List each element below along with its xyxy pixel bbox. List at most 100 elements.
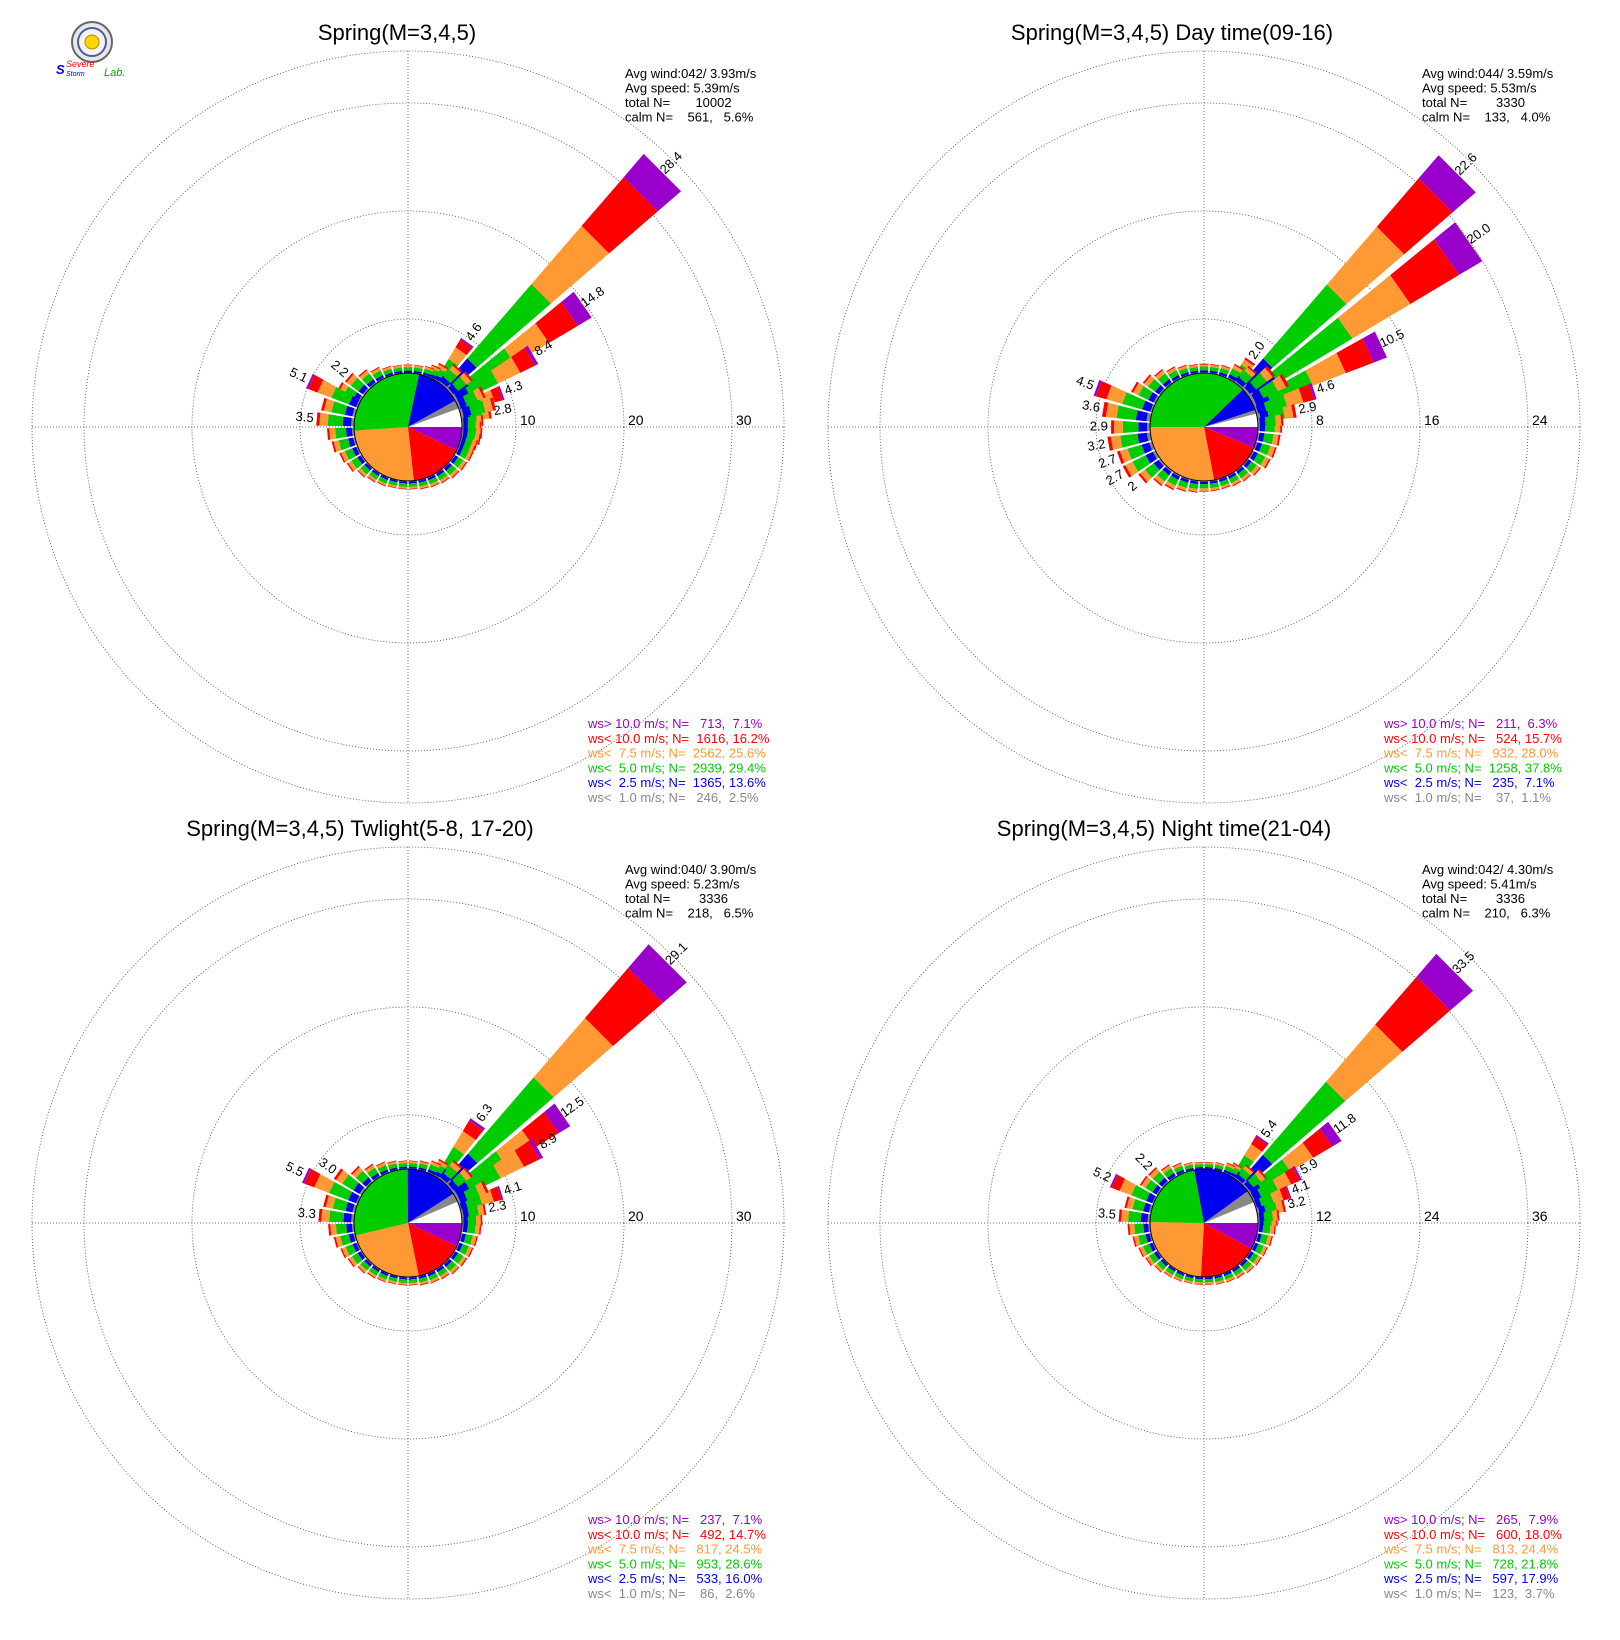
ring-label: 10 [520, 1208, 536, 1224]
petal-segment [369, 1267, 379, 1276]
petal-segment [429, 1276, 440, 1283]
petal-segment [465, 1194, 483, 1209]
petal-segment [419, 484, 429, 489]
petal-segment [344, 372, 354, 383]
petal-segment [1255, 1134, 1269, 1145]
petal-segment [1172, 1162, 1182, 1168]
pie-slice [1194, 1169, 1248, 1223]
petal-segment [355, 1170, 369, 1184]
petal-segment [436, 364, 448, 373]
petal-segment [1241, 472, 1251, 481]
petal-segment [352, 446, 360, 457]
petal-segment [1262, 1223, 1271, 1234]
petal-segment [451, 470, 460, 479]
petal-segment [359, 1187, 367, 1196]
petal-segment [1253, 467, 1261, 476]
petal-segment [352, 408, 357, 417]
petal-segment [323, 1194, 329, 1208]
petal-segment [1145, 451, 1157, 464]
petal-segment [459, 1168, 472, 1181]
petal-segment [1247, 1180, 1262, 1195]
petal-segment [1210, 364, 1220, 369]
svg-text:Lab.: Lab. [104, 67, 125, 79]
petal-segment [418, 480, 428, 487]
petal-segment [1154, 369, 1163, 377]
petal-segment [1235, 1270, 1245, 1278]
petal-segment [1153, 1251, 1162, 1260]
petal-segment [348, 1191, 360, 1204]
pie-slice [408, 1193, 458, 1223]
petal-segment [1254, 442, 1263, 452]
petal-segment [452, 1159, 463, 1169]
petal-segment [360, 454, 367, 462]
petal-segment [340, 451, 349, 463]
petal-segment [457, 396, 467, 407]
petal-segment [358, 384, 368, 395]
petal-segment [1319, 1121, 1342, 1147]
petal-segment [408, 1163, 418, 1168]
petal-segment [1204, 1283, 1214, 1286]
petal-segment [1336, 338, 1374, 374]
svg-text:S: S [56, 62, 65, 77]
petal-segment [357, 470, 365, 478]
petal-segment [1305, 352, 1346, 386]
petal-segment [347, 1258, 355, 1268]
petal-segment [459, 408, 464, 417]
petal-segment [1183, 1162, 1193, 1167]
petal-segment [1226, 1162, 1236, 1168]
petal-segment [1219, 367, 1230, 375]
wind-rose-panel-2: Spring(M=3,4,5) Day time(09-16)8 16 2422.6… [827, 20, 1581, 805]
petal-segment [1168, 1265, 1176, 1272]
petal-segment [1416, 953, 1474, 1011]
petal-segment [1253, 453, 1266, 466]
petal-segment [1269, 1235, 1273, 1247]
petal-segment [316, 412, 321, 426]
petal-segment [365, 1180, 373, 1188]
petal-segment [371, 1172, 380, 1181]
petal-segment [376, 1277, 386, 1283]
petal-segment [1194, 1281, 1204, 1285]
petal-segment [1116, 405, 1138, 421]
petal-segment [1111, 1174, 1125, 1191]
petal-segment [1141, 442, 1153, 454]
petal-segment [358, 468, 367, 477]
pie-slice [1204, 427, 1258, 448]
petal-segment [1138, 473, 1148, 484]
petal-segment [1209, 482, 1220, 489]
petal-segment [375, 1161, 385, 1167]
petal-segment [1265, 365, 1276, 378]
petal-segment [1145, 1179, 1158, 1193]
petal-segment [449, 1161, 461, 1173]
petal-segment [408, 482, 418, 487]
petal-segment [428, 477, 438, 485]
petal-segment [1246, 1251, 1254, 1260]
petal-segment [357, 455, 366, 465]
petal-segment [418, 1276, 428, 1283]
petal-segment [1220, 483, 1231, 489]
petal-segment [413, 370, 422, 374]
petal-segment [1243, 1154, 1273, 1184]
petal-segment [1390, 239, 1460, 304]
petal-segment [370, 366, 380, 373]
outer-circle [827, 846, 1581, 1600]
petal-segment [1144, 463, 1160, 478]
petal-segment [429, 480, 440, 487]
petal-segment [377, 480, 387, 486]
petal-segment [479, 1224, 482, 1235]
petal-segment [1133, 1235, 1141, 1247]
petal-segment [1172, 1163, 1183, 1170]
petal-segment [465, 370, 499, 397]
petal-segment [1194, 1161, 1204, 1164]
outer-circle [827, 50, 1581, 804]
petal-segment [399, 481, 408, 484]
petal-segment [477, 434, 482, 445]
pie-slice [1204, 413, 1258, 427]
petal-segment [1199, 488, 1209, 491]
petal-segment [1234, 363, 1244, 370]
petal-segment [1218, 477, 1228, 483]
petal-segment [1209, 370, 1218, 374]
petal-segment [1376, 178, 1453, 255]
petal-segment [1154, 1265, 1162, 1273]
petal-segment [1177, 365, 1188, 371]
